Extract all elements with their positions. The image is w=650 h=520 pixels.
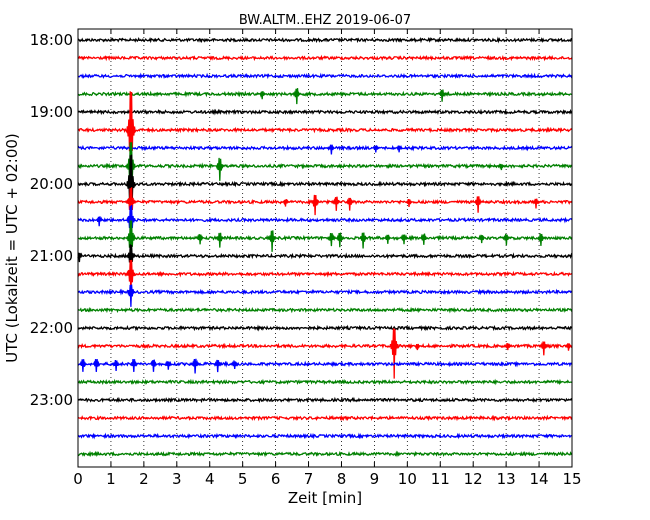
x-tick-label: 3 [172,470,182,488]
trace-line-19:30 [77,144,573,155]
x-tick-label: 6 [271,470,281,488]
x-tick-label: 9 [370,470,380,488]
trace-line-19:00 [77,108,573,116]
x-axis-label: Zeit [min] [288,489,362,507]
x-tick-label: 14 [530,470,549,488]
y-tick-label: 19:00 [30,103,73,121]
trace-line-18:15 [77,54,573,62]
trace-line-22:15 [77,328,573,379]
x-tick-label: 2 [139,470,149,488]
x-tick-label: 15 [562,470,581,488]
trace-line-21:45 [77,306,573,314]
x-tick-label: 4 [205,470,215,488]
trace-line-22:00 [77,324,573,332]
trace-line-20:00 [77,154,573,239]
x-tick-label: 0 [73,470,83,488]
trace-line-18:30 [77,72,573,80]
axes: 0 1 2 3 4 5 6 7 8 9 10 11 12 13 14 1518:0019:0020:0021:… [30,29,582,488]
trace-line-19:45 [77,142,573,212]
trace-line-23:15 [77,414,573,422]
trace-line-22:45 [77,378,573,386]
trace-line-20:45 [77,220,573,271]
x-tick-label: 1 [106,470,116,488]
trace-line-21:15 [77,259,573,302]
plot-frame [77,28,573,468]
trace-line-20:30 [77,204,573,248]
x-tick-label: 13 [497,470,516,488]
x-tick-label: 5 [238,470,248,488]
y-tick-label: 20:00 [30,175,73,193]
x-tick-label: 8 [337,470,347,488]
y-axis-label: UTC (Lokalzeit = UTC + 02:00) [3,133,21,363]
x-tick-label: 12 [464,470,483,488]
trace-line-20:15 [77,187,573,229]
trace-line-18:45 [77,88,573,105]
trace-line-23:00 [77,396,572,404]
trace-line-18:00 [77,36,572,44]
x-tick-label: 7 [304,470,314,488]
y-tick-label: 21:00 [30,247,73,265]
trace-line-21:00 [77,244,573,278]
seismogram-traces [77,36,573,458]
trace-line-22:30 [77,358,573,374]
trace-line-23:30 [77,432,573,440]
trace-line-23:45 [77,450,573,458]
chart-title: BW.ALTM..EHZ 2019-06-07 [239,13,411,28]
trace-line-21:30 [77,284,573,307]
x-tick-label: 11 [431,470,450,488]
trace-line-19:15 [77,91,573,202]
x-tick-label: 10 [398,470,417,488]
y-tick-label: 22:00 [30,319,73,337]
y-tick-label: 23:00 [30,391,73,409]
y-tick-label: 18:00 [30,31,73,49]
